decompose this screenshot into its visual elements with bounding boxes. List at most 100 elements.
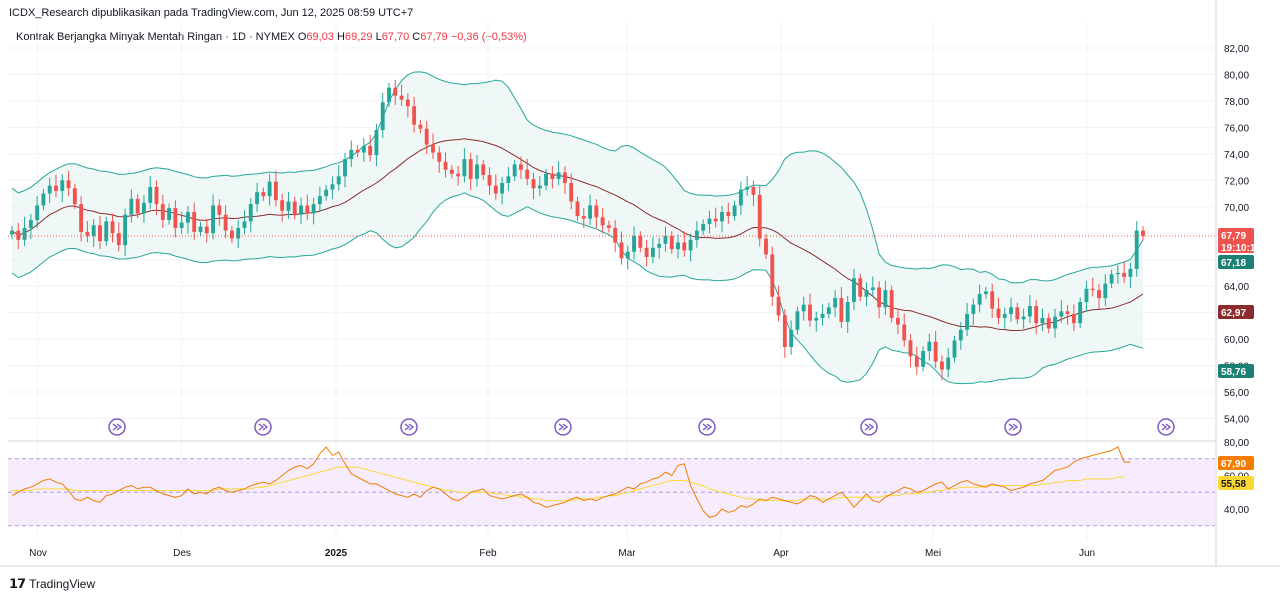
forward-arrow-circle-icon[interactable] bbox=[108, 418, 126, 436]
symbol-name[interactable]: Kontrak Berjangka Minyak Mentah Ringan ·… bbox=[16, 31, 295, 43]
candle-body bbox=[852, 278, 856, 303]
candle-body bbox=[468, 159, 473, 179]
forward-arrow-circle-icon[interactable] bbox=[1004, 418, 1022, 436]
candle-body bbox=[393, 87, 398, 96]
candle-body bbox=[305, 205, 310, 214]
footer-brand[interactable]: 𝟭𝟳 TradingView bbox=[9, 576, 95, 592]
candle-body bbox=[267, 181, 272, 197]
candle-body bbox=[1015, 307, 1020, 320]
candle-body bbox=[343, 159, 347, 177]
candle-body bbox=[299, 205, 303, 215]
candle-body bbox=[123, 214, 128, 246]
candle-body bbox=[933, 341, 938, 362]
candle-body bbox=[387, 87, 391, 103]
x-tick-label: Mar bbox=[618, 548, 636, 559]
candle-body bbox=[79, 204, 84, 232]
candle-body bbox=[971, 304, 976, 314]
candle-body bbox=[405, 99, 410, 107]
y-tick-label: 70,00 bbox=[1224, 203, 1249, 214]
candle-body bbox=[594, 205, 599, 218]
x-tick-label: Des bbox=[173, 548, 191, 559]
candle-body bbox=[1078, 302, 1083, 324]
candle-body bbox=[770, 254, 775, 297]
candle-body bbox=[808, 304, 812, 321]
candle-body bbox=[688, 239, 693, 251]
change-value: −0,36 (−0,53%) bbox=[450, 31, 527, 43]
candle-body bbox=[663, 235, 668, 244]
candle-body bbox=[487, 175, 492, 186]
event-markers[interactable] bbox=[108, 418, 1175, 436]
svg-text:58,76: 58,76 bbox=[1221, 367, 1246, 378]
x-tick-label: Apr bbox=[773, 548, 789, 559]
candle-body bbox=[512, 164, 517, 177]
forward-arrow-circle-icon[interactable] bbox=[554, 418, 572, 436]
svg-text:62,97: 62,97 bbox=[1221, 308, 1246, 319]
candle-body bbox=[826, 307, 831, 314]
candle-body bbox=[632, 235, 636, 252]
candle-body bbox=[1009, 307, 1013, 314]
rsi-line bbox=[11, 446, 1131, 518]
y-tick-label: 54,00 bbox=[1224, 414, 1249, 425]
candle-body bbox=[179, 222, 184, 228]
rsi-pane bbox=[8, 440, 1216, 527]
candle-body bbox=[355, 149, 360, 153]
candle-body bbox=[72, 188, 77, 205]
candle-body bbox=[676, 242, 680, 250]
svg-text:67,18: 67,18 bbox=[1221, 258, 1246, 269]
candle-body bbox=[965, 313, 970, 330]
bollinger-band-fill bbox=[12, 71, 1143, 384]
candle-body bbox=[261, 192, 266, 197]
candle-body bbox=[349, 149, 354, 160]
candle-body bbox=[751, 186, 756, 195]
open-label: O bbox=[297, 31, 307, 43]
high-value: 69,29 bbox=[344, 31, 373, 43]
candle-body bbox=[431, 144, 435, 153]
candle-body bbox=[544, 173, 549, 186]
low-label: L bbox=[375, 31, 382, 43]
candle-body bbox=[336, 176, 341, 185]
rsi-tick-label: 80,00 bbox=[1224, 438, 1249, 449]
candle-body bbox=[1097, 290, 1101, 299]
candle-body bbox=[531, 178, 536, 189]
high-label: H bbox=[337, 31, 345, 43]
candle-body bbox=[449, 169, 454, 174]
candle-body bbox=[939, 361, 944, 370]
candle-body bbox=[707, 218, 712, 224]
candle-body bbox=[35, 205, 40, 220]
y-tick-label: 72,00 bbox=[1224, 176, 1249, 187]
forward-arrow-circle-icon[interactable] bbox=[860, 418, 878, 436]
forward-arrow-circle-icon[interactable] bbox=[698, 418, 716, 436]
candle-body bbox=[946, 357, 951, 370]
candle-body bbox=[958, 329, 963, 341]
candle-body bbox=[581, 216, 586, 219]
candle-body bbox=[814, 317, 819, 321]
candle-body bbox=[902, 324, 907, 341]
symbol-legend: Kontrak Berjangka Minyak Mentah Ringan ·… bbox=[16, 31, 527, 43]
candle-body bbox=[745, 186, 750, 190]
candle-body bbox=[85, 231, 90, 236]
candles bbox=[10, 79, 1145, 381]
candle-body bbox=[167, 208, 172, 220]
forward-arrow-circle-icon[interactable] bbox=[254, 418, 272, 436]
x-tick-label: Feb bbox=[479, 548, 497, 559]
forward-arrow-circle-icon[interactable] bbox=[400, 418, 418, 436]
candle-body bbox=[657, 243, 662, 248]
candle-body bbox=[927, 341, 932, 351]
candle-body bbox=[726, 212, 731, 217]
candle-body bbox=[650, 247, 655, 258]
candle-body bbox=[864, 290, 869, 297]
forward-arrow-circle-icon[interactable] bbox=[1157, 418, 1175, 436]
candle-body bbox=[732, 205, 737, 217]
candle-body bbox=[921, 350, 926, 367]
candle-body bbox=[185, 212, 190, 223]
y-tick-label: 76,00 bbox=[1224, 123, 1249, 134]
candle-body bbox=[1141, 230, 1145, 236]
candle-body bbox=[713, 218, 718, 222]
bollinger-lower-line bbox=[11, 192, 1144, 385]
candle-body bbox=[192, 212, 197, 232]
candle-body bbox=[1103, 283, 1108, 299]
candle-body bbox=[1021, 316, 1026, 320]
y-tick-label: 56,00 bbox=[1224, 388, 1249, 399]
